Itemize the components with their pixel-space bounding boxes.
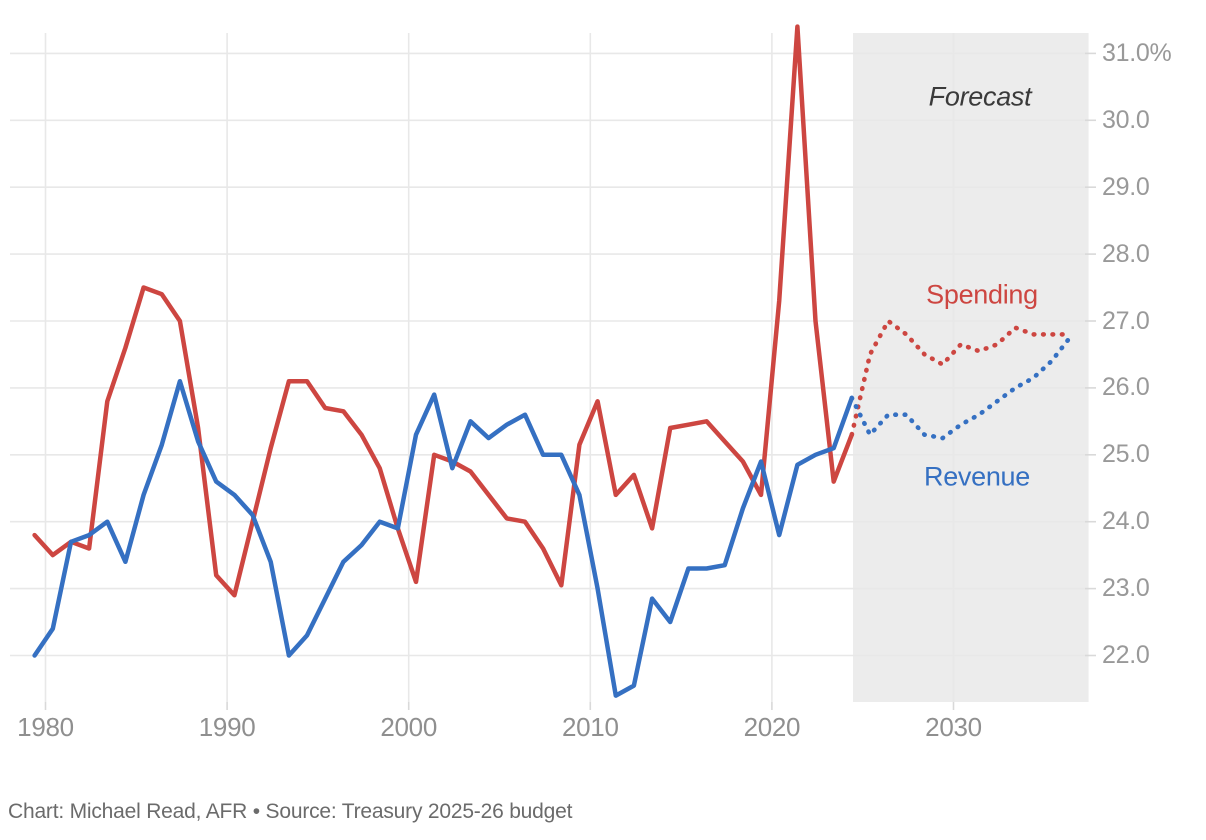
x-tick-label: 1990 bbox=[198, 712, 256, 742]
x-tick-label: 2000 bbox=[380, 712, 437, 742]
y-tick-label: 27.0 bbox=[1102, 306, 1150, 335]
forecast-region bbox=[853, 33, 1089, 702]
spending-line-actual bbox=[32, 24, 855, 598]
y-tick-label: 22.0 bbox=[1102, 641, 1150, 669]
y-tick-label: 26.0 bbox=[1102, 373, 1150, 402]
y-tick-label: 23.0 bbox=[1102, 574, 1150, 603]
source-attribution: Chart: Michael Read, AFR • Source: Treas… bbox=[8, 800, 573, 823]
y-tick-label: 31.0% bbox=[1102, 38, 1172, 67]
spending-series-label: Spending bbox=[926, 279, 1038, 310]
y-tick-label: 30.0 bbox=[1102, 105, 1150, 134]
y-tick-label: 24.0 bbox=[1102, 507, 1150, 536]
y-tick-label: 29.0 bbox=[1102, 172, 1150, 201]
spending-line-forecast bbox=[849, 318, 1073, 438]
forecast-label: Forecast bbox=[928, 81, 1032, 112]
y-tick-label: 28.0 bbox=[1102, 239, 1150, 268]
x-tick-label: 1980 bbox=[17, 712, 74, 742]
x-tick-label: 2020 bbox=[743, 712, 801, 742]
y-tick-label: 25.0 bbox=[1102, 440, 1150, 469]
revenue-series-label: Revenue bbox=[924, 461, 1030, 492]
revenue-line-actual bbox=[32, 378, 855, 698]
x-tick-label: 2010 bbox=[561, 712, 619, 742]
revenue-line-forecast bbox=[849, 335, 1073, 441]
x-tick-label: 2030 bbox=[925, 712, 982, 742]
